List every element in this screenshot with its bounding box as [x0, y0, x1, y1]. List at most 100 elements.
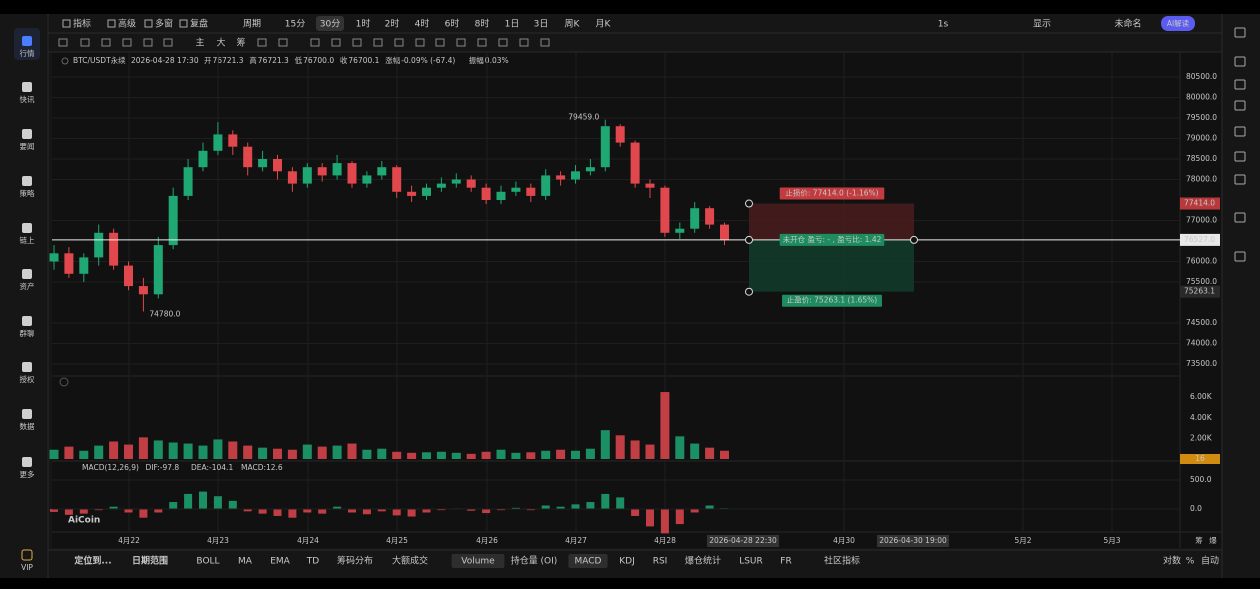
period-button[interactable]: 3日 [534, 19, 549, 30]
nav-icon[interactable] [22, 129, 32, 139]
right-tool-icon[interactable] [1234, 79, 1246, 90]
right-tool-icon[interactable] [1234, 100, 1246, 111]
toolbar-button[interactable]: 周期 [243, 19, 261, 30]
indicator-button[interactable]: FR [780, 557, 791, 567]
nav-label[interactable]: 链上 [20, 235, 35, 245]
bottom-option[interactable]: 对数 [1163, 555, 1181, 567]
period-button[interactable]: 2时 [385, 18, 400, 30]
nav-label[interactable]: 授权 [20, 374, 35, 384]
indicator-button[interactable]: KDJ [619, 557, 635, 567]
period-button[interactable]: 6时 [445, 18, 460, 30]
indicator-button[interactable]: Volume [461, 557, 495, 567]
nav-icon[interactable] [22, 36, 32, 46]
right-tool-icon[interactable] [1234, 212, 1246, 223]
drawing-tool-icon[interactable] [331, 38, 341, 47]
drawing-tool-icon[interactable] [456, 38, 466, 47]
drawing-tool-icon[interactable] [122, 38, 132, 47]
nav-label[interactable]: 更多 [20, 469, 35, 479]
axis-corner[interactable]: 筹 [1195, 535, 1203, 545]
nav-icon[interactable] [22, 223, 32, 233]
right-tool-icon[interactable] [1234, 126, 1246, 137]
drawing-tool-icon[interactable] [519, 38, 529, 47]
nav-icon[interactable] [22, 82, 32, 92]
bottom-option[interactable]: 自动 [1201, 555, 1219, 567]
toolbar-button[interactable]: 高级 [118, 18, 136, 30]
period-button[interactable]: 8时 [475, 18, 490, 30]
indicator-button[interactable]: 大额成交 [392, 555, 428, 567]
period-button[interactable]: 4时 [415, 18, 430, 30]
nav-label[interactable]: VIP [21, 563, 33, 572]
nav-label[interactable]: 数据 [20, 421, 35, 431]
drawing-tool-icon[interactable] [310, 38, 320, 47]
indicator-button[interactable]: BOLL [196, 557, 219, 567]
drawing-tool-icon[interactable] [58, 38, 68, 47]
drawing-tool-icon[interactable] [257, 38, 267, 47]
toolbar-button[interactable]: 1s [938, 20, 949, 30]
drawing-tool[interactable]: 大 [216, 37, 225, 49]
nav-label[interactable]: 要闻 [20, 142, 35, 151]
nav-label[interactable]: 资产 [20, 281, 35, 291]
bottom-option[interactable]: % [1186, 557, 1195, 567]
axis-corner[interactable]: 爆 [1209, 535, 1217, 545]
toolbar-button[interactable]: 显示 [1033, 19, 1051, 30]
period-button[interactable]: 30分 [320, 19, 340, 30]
drawing-tool-icon[interactable] [80, 38, 90, 47]
handle[interactable] [910, 235, 918, 244]
nav-icon[interactable] [22, 269, 32, 279]
drawing-tool[interactable]: 筹 [236, 37, 245, 49]
toolbar-button[interactable]: 多窗 [155, 18, 173, 30]
indicator-button[interactable]: MACD [575, 557, 602, 567]
nav-icon[interactable] [22, 409, 32, 419]
indicator-button[interactable]: 社区指标 [824, 555, 860, 567]
handle[interactable] [745, 235, 753, 244]
period-button[interactable]: 1日 [505, 19, 520, 30]
toolbar-button[interactable]: 指标 [73, 18, 91, 30]
nav-icon[interactable] [21, 549, 33, 561]
toolbar-button[interactable]: 复盘 [190, 18, 208, 30]
drawing-tool-icon[interactable] [352, 38, 362, 47]
drawing-tool-icon[interactable] [415, 38, 425, 47]
period-button[interactable]: 月K [596, 19, 612, 30]
nav-label[interactable]: 行情 [20, 48, 35, 58]
nav-icon[interactable] [22, 362, 32, 372]
handle[interactable] [745, 199, 753, 208]
drawing-tool[interactable]: 主 [195, 37, 204, 49]
nav-icon[interactable] [22, 176, 32, 186]
nav-label[interactable]: 群聊 [20, 328, 35, 338]
indicator-button[interactable]: LSUR [739, 557, 763, 567]
period-button[interactable]: 15分 [285, 19, 305, 30]
drawing-tool-icon[interactable] [373, 38, 383, 47]
ai-button-bg[interactable] [1161, 16, 1195, 31]
bottom-button[interactable]: 日期范围 [132, 555, 168, 567]
nav-label[interactable]: 快讯 [20, 94, 35, 104]
indicator-button[interactable]: RSI [653, 557, 668, 567]
drawing-tool-icon[interactable] [101, 38, 111, 47]
right-tool-icon[interactable] [1234, 56, 1246, 67]
bottom-button[interactable]: 定位到... [73, 555, 111, 567]
right-tool-icon[interactable] [1234, 251, 1246, 262]
drawing-tool-icon[interactable] [540, 38, 550, 47]
drawing-tool-icon[interactable] [435, 38, 445, 47]
handle[interactable] [745, 287, 753, 296]
drawing-tool-icon[interactable] [394, 38, 404, 47]
indicator-button[interactable]: 筹码分布 [337, 555, 373, 567]
toolbar-button[interactable]: 未命名 [1114, 18, 1141, 30]
indicator-button[interactable]: TD [306, 557, 319, 567]
right-tool-icon[interactable] [1234, 151, 1246, 162]
indicator-button[interactable]: 持仓量 (OI) [511, 555, 558, 567]
nav-icon[interactable] [22, 457, 32, 467]
nav-label[interactable]: 策略 [20, 188, 35, 198]
drawing-tool-icon[interactable] [498, 38, 508, 47]
drawing-tool-icon[interactable] [163, 38, 173, 47]
period-button[interactable]: 1时 [356, 18, 371, 30]
period-button[interactable]: 周K [565, 19, 581, 30]
nav-icon[interactable] [22, 316, 32, 326]
indicator-button[interactable]: EMA [270, 557, 290, 567]
drawing-tool-icon[interactable] [143, 38, 153, 47]
indicator-button[interactable]: MA [238, 557, 253, 567]
drawing-tool-icon[interactable] [278, 38, 288, 47]
right-tool-icon[interactable] [1234, 27, 1246, 38]
ai-button[interactable]: AI解读 [1167, 18, 1190, 28]
right-tool-icon[interactable] [1234, 174, 1246, 185]
indicator-button[interactable]: 爆仓统计 [685, 555, 721, 567]
